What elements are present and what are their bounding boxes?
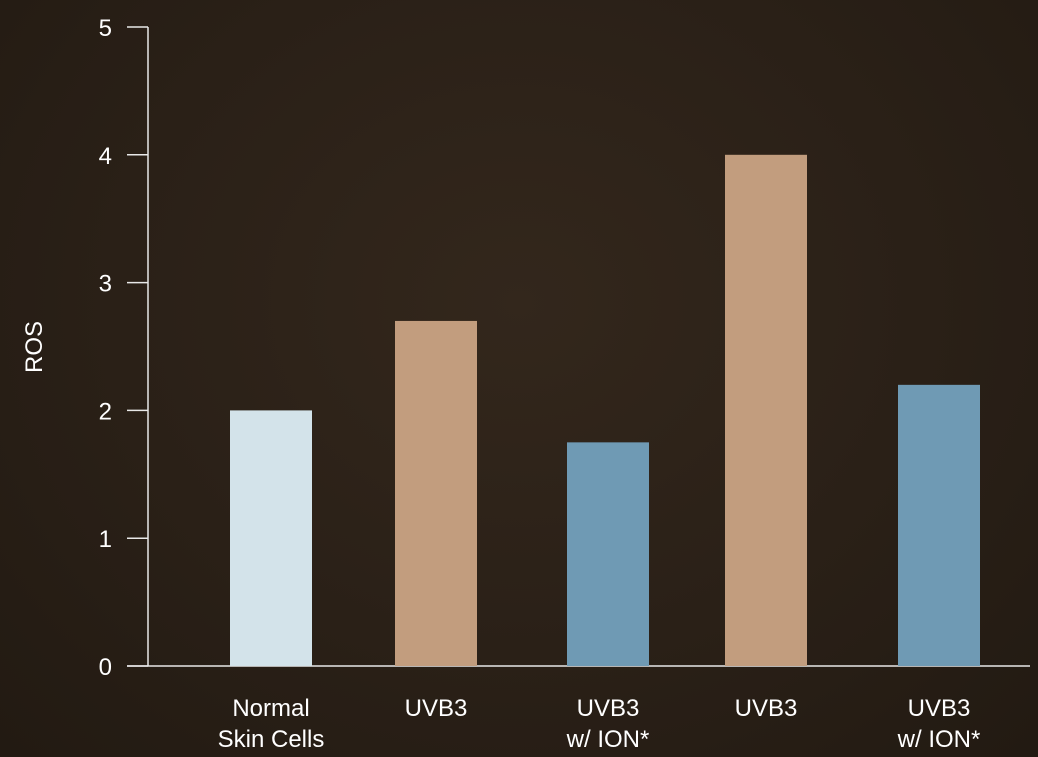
y-tick-label: 1 [99, 526, 112, 553]
x-tick-label: Normal Skin Cells [218, 695, 325, 753]
x-tick-label: UVB3 w/ ION* [897, 695, 981, 753]
x-axis-labels: Normal Skin Cells UVB3 UVB3 w/ ION* UVB3 UVB3 w… [218, 695, 981, 753]
x-tick-label: UVB3 [405, 695, 468, 722]
y-tick-label: 2 [99, 398, 112, 425]
y-tick-label: 3 [99, 271, 112, 298]
y-axis-label: ROS [21, 321, 48, 373]
bar [898, 384, 980, 666]
x-tick-label: UVB3 [735, 695, 798, 722]
x-tick-label: UVB3 w/ ION* [566, 695, 650, 753]
y-tick-label: 0 [99, 654, 112, 681]
bar [230, 410, 312, 666]
bar [725, 154, 807, 667]
y-tick-label: 4 [99, 143, 112, 170]
y-tick-label: 5 [99, 15, 112, 42]
bar [567, 442, 649, 666]
bars [230, 154, 980, 667]
bar [395, 320, 477, 666]
